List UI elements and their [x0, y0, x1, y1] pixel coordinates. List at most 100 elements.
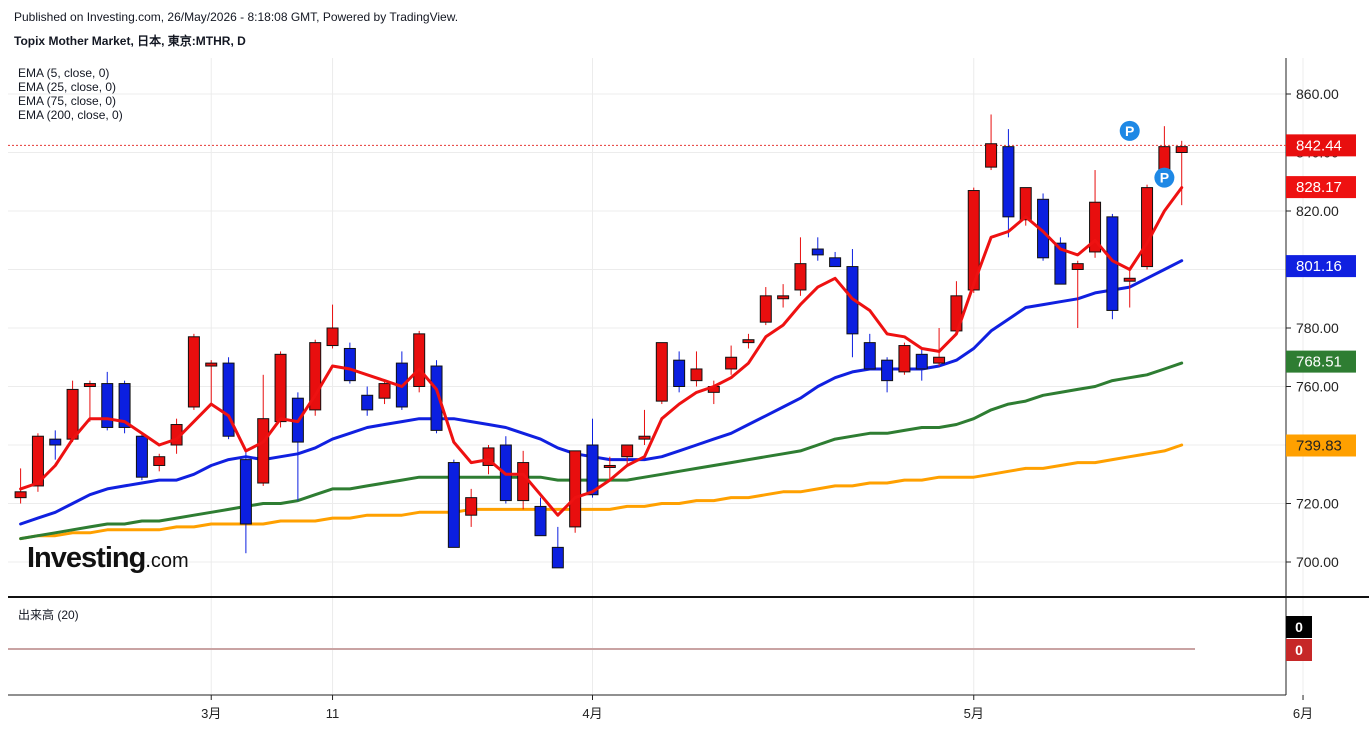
candle-body: [725, 356, 738, 370]
candle-body: [967, 190, 980, 291]
candle-body: [863, 342, 876, 370]
candle-body: [187, 336, 200, 408]
candle-body: [621, 444, 634, 458]
candle-body: [222, 362, 235, 437]
candle-down: [534, 497, 547, 537]
candle-body: [1071, 263, 1084, 270]
candle-body: [465, 497, 478, 516]
badge-ema5-bg: [1286, 176, 1356, 199]
candle-body: [257, 418, 270, 484]
candle-body: [343, 347, 356, 382]
candle-up: [1141, 184, 1154, 270]
candle-up: [759, 287, 772, 326]
legend-ema5[interactable]: EMA (5, close, 0): [18, 66, 110, 80]
candle-down: [239, 450, 252, 554]
candle-up: [205, 360, 218, 405]
badge-ema5: 828.17: [1296, 179, 1342, 196]
x-tick-label: 5月: [964, 706, 984, 721]
candle-body: [811, 248, 824, 256]
candle-body: [915, 353, 928, 370]
badge-ema200: 739.83: [1296, 437, 1342, 454]
candle-up: [742, 333, 755, 349]
candle-up: [794, 237, 807, 296]
candle-down: [673, 351, 686, 393]
candle-body: [551, 546, 564, 569]
candle-body: [673, 359, 686, 387]
candle-up: [309, 339, 322, 416]
candle-body: [274, 353, 287, 423]
candle-body: [1123, 277, 1136, 282]
candle-down: [811, 237, 824, 261]
candle-down: [430, 360, 443, 434]
ema5-line: [19, 186, 1184, 517]
volume-badge-label: 0: [1295, 642, 1303, 658]
candle-up: [326, 304, 339, 349]
candle-body: [31, 435, 44, 487]
badge-close-bg: [1286, 134, 1356, 157]
candle-body: [742, 339, 755, 344]
candle-up: [898, 342, 911, 375]
candle-up: [621, 444, 634, 466]
candle-down: [447, 459, 460, 548]
candle-down: [1054, 237, 1067, 285]
candle-body: [482, 447, 495, 466]
candle-body: [1141, 187, 1154, 268]
candle-body: [534, 505, 547, 537]
candle-up: [1175, 140, 1188, 206]
candle-up: [690, 351, 703, 387]
candle-body: [135, 435, 148, 478]
candle-down: [1106, 213, 1119, 320]
candle-up: [1123, 269, 1136, 308]
y-tick-label: 760.00: [1296, 379, 1339, 395]
ema75-line: [19, 361, 1184, 541]
candle-body: [83, 383, 96, 388]
candle-down: [551, 526, 564, 569]
candle-up: [569, 450, 582, 533]
pivot-marker: [1119, 120, 1140, 141]
candle-body: [413, 333, 426, 388]
candle-body: [66, 388, 79, 440]
candle-body: [239, 459, 252, 525]
x-tick-label: 11: [326, 706, 340, 721]
candle-body: [361, 394, 374, 411]
published-note: Published on Investing.com, 26/May/2026 …: [14, 10, 459, 24]
candle-down: [829, 251, 842, 268]
candle-up: [153, 453, 166, 472]
candle-down: [135, 433, 148, 481]
candle-up: [378, 380, 391, 405]
candle-body: [655, 342, 668, 402]
candle-body: [1019, 187, 1032, 221]
candle-down: [222, 357, 235, 440]
candle-body: [101, 383, 114, 428]
ema25-line: [19, 259, 1184, 526]
candle-body: [569, 450, 582, 528]
candle-down: [1002, 129, 1015, 238]
legend-ema200[interactable]: EMA (200, close, 0): [18, 108, 123, 122]
candle-body: [118, 383, 131, 428]
legend-ema75[interactable]: EMA (75, close, 0): [18, 94, 117, 108]
candle-up: [83, 380, 96, 422]
candle-up: [655, 342, 668, 405]
candle-body: [933, 356, 946, 364]
candle-down: [881, 357, 894, 393]
candle-body: [777, 295, 790, 300]
badge-ema75-bg: [1286, 350, 1356, 373]
volume-badge-bg: [1286, 616, 1312, 638]
x-tick-label: 6月: [1293, 706, 1313, 721]
candle-body: [326, 327, 339, 347]
candle-down: [586, 418, 599, 498]
candle-body: [829, 257, 842, 268]
badge-close: 842.44: [1296, 137, 1342, 154]
volume-badge-label: 0: [1295, 619, 1303, 635]
candle-body: [378, 383, 391, 399]
pivot-marker-label: P: [1125, 123, 1134, 139]
badge-ema75: 768.51: [1296, 354, 1342, 371]
candle-body: [985, 143, 998, 168]
candle-down: [291, 392, 304, 501]
badge-ema25: 801.16: [1296, 258, 1342, 275]
candle-down: [101, 371, 114, 431]
volume-label: 出来高 (20): [18, 608, 79, 622]
indicator-legend: EMA (5, close, 0) EMA (25, close, 0) EMA…: [18, 66, 123, 122]
legend-ema25[interactable]: EMA (25, close, 0): [18, 80, 117, 94]
